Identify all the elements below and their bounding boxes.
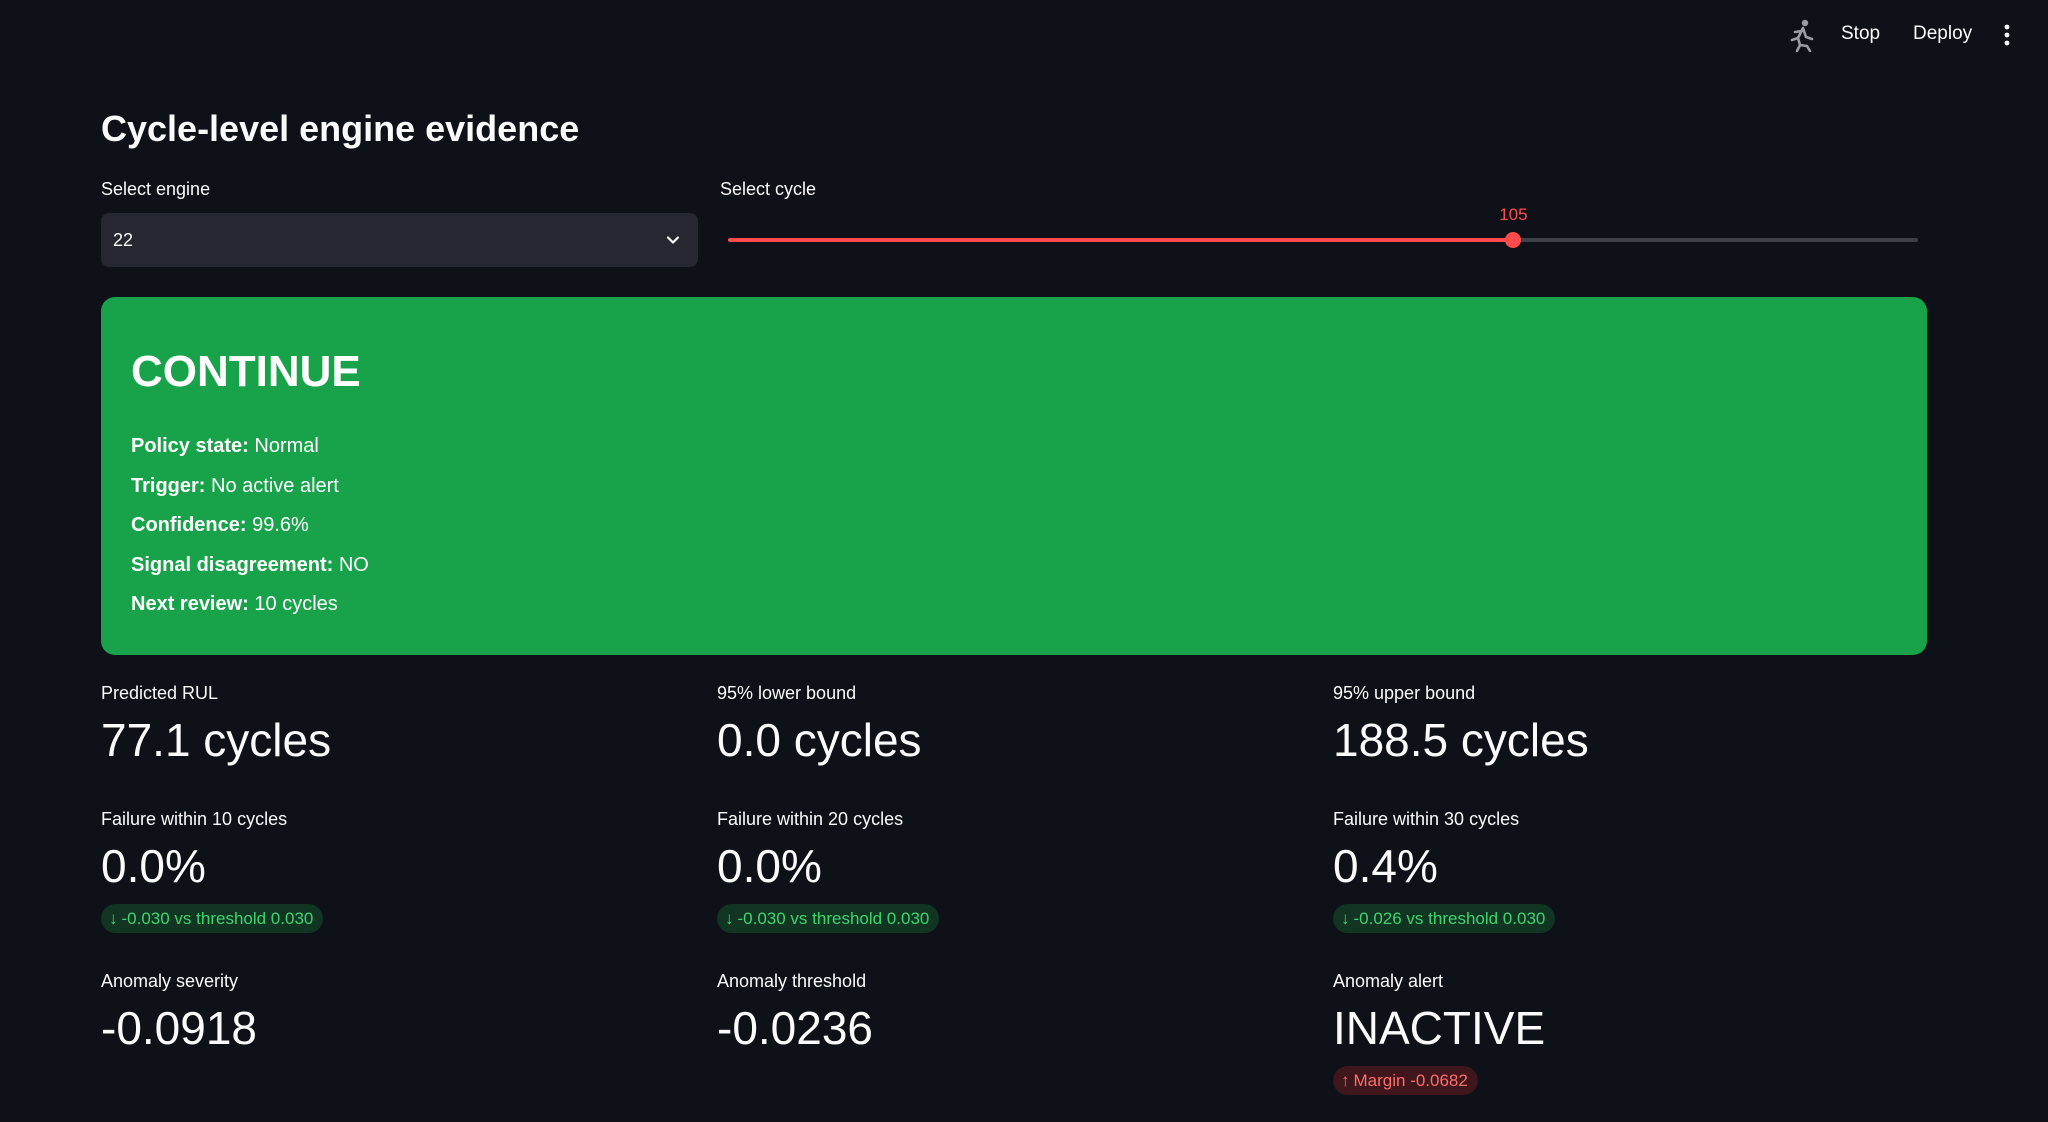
delta-badge: ↓ -0.026 vs threshold 0.030 <box>1333 904 1556 933</box>
confidence-row: Confidence: 99.6% <box>131 512 369 552</box>
slider-fill <box>728 238 1514 242</box>
deploy-button[interactable]: Deploy <box>1913 23 1973 44</box>
trigger-row: Trigger: No active alert <box>131 473 369 513</box>
slider-value: 105 <box>1499 205 1528 224</box>
delta-text: Margin -0.0682 <box>1353 1071 1468 1090</box>
row-label: Policy state: <box>131 435 249 457</box>
delta-badge: ↓ -0.030 vs threshold 0.030 <box>101 904 324 933</box>
metric-label: Failure within 30 cycles <box>1333 809 1520 829</box>
page-title: Cycle-level engine evidence <box>101 108 580 149</box>
delta-badge: ↓ -0.030 vs threshold 0.030 <box>717 904 940 933</box>
chevron-down-icon <box>666 236 680 244</box>
metric-label: Failure within 10 cycles <box>101 809 288 829</box>
metric-value: 0.0% <box>717 840 822 892</box>
arrow-down-icon: ↓ <box>109 909 118 928</box>
stop-button[interactable]: Stop <box>1841 23 1881 44</box>
metric-label: 95% lower bound <box>717 683 857 703</box>
metric-label: Anomaly alert <box>1333 971 1444 991</box>
running-man-icon <box>1790 19 1814 52</box>
metric-value: 77.1 cycles <box>101 714 332 766</box>
row-value: 99.6% <box>252 514 309 536</box>
row-value: Normal <box>254 435 319 457</box>
metric-value: 0.0% <box>101 840 206 892</box>
metric-value: -0.0236 <box>717 1002 874 1054</box>
metric-label: 95% upper bound <box>1333 683 1476 703</box>
arrow-down-icon: ↓ <box>725 909 734 928</box>
metric-failure-30: Failure within 30 cycles 0.4% ↓ -0.026 vs… <box>1333 806 1893 933</box>
row-value: 10 cycles <box>254 593 338 615</box>
delta-text: -0.026 vs threshold 0.030 <box>1353 909 1546 928</box>
cycle-slider[interactable]: 105 <box>728 200 1918 270</box>
delta-text: -0.030 vs threshold 0.030 <box>121 909 314 928</box>
metric-anomaly-severity: Anomaly severity -0.0918 <box>101 968 661 1056</box>
metric-upper-bound: 95% upper bound 188.5 cycles <box>1333 680 1893 768</box>
metric-label: Failure within 20 cycles <box>717 809 904 829</box>
decision-title: CONTINUE <box>131 347 361 396</box>
row-label: Signal disagreement: <box>131 553 334 576</box>
metric-value: -0.0918 <box>101 1002 258 1054</box>
metric-lower-bound: 95% lower bound 0.0 cycles <box>717 680 1277 768</box>
metric-label: Predicted RUL <box>101 683 219 703</box>
kebab-menu-icon[interactable] <box>1996 22 2018 48</box>
arrow-up-icon: ↑ <box>1341 1071 1350 1090</box>
row-label: Next review: <box>131 593 249 615</box>
engine-select-value: 22 <box>113 230 134 250</box>
decision-panel: CONTINUE Policy state: Normal Trigger: N… <box>101 297 1927 655</box>
metric-value: 0.0 cycles <box>717 714 922 766</box>
metric-failure-20: Failure within 20 cycles 0.0% ↓ -0.030 vs… <box>717 806 1277 933</box>
engine-select[interactable]: 22 <box>101 213 698 267</box>
arrow-down-icon: ↓ <box>1341 909 1350 928</box>
row-label: Trigger: <box>131 474 206 497</box>
slider-thumb[interactable] <box>1505 232 1522 248</box>
cycle-slider-label: Select cycle <box>720 179 817 199</box>
metric-anomaly-alert: Anomaly alert INACTIVE ↑ Margin -0.0682 <box>1333 968 1893 1095</box>
delta-text: -0.030 vs threshold 0.030 <box>737 909 930 928</box>
delta-badge: ↑ Margin -0.0682 <box>1333 1066 1478 1095</box>
metric-predicted-rul: Predicted RUL 77.1 cycles <box>101 680 661 768</box>
metric-label: Anomaly severity <box>101 971 239 991</box>
metric-value: INACTIVE <box>1333 1002 1546 1054</box>
engine-select-label: Select engine <box>101 179 211 199</box>
top-toolbar: Stop Deploy <box>0 0 2048 68</box>
metric-value: 188.5 cycles <box>1333 714 1589 766</box>
decision-details: Policy state: Normal Trigger: No active … <box>131 433 369 631</box>
next-review-row: Next review: 10 cycles <box>131 591 369 631</box>
row-value: NO <box>338 553 369 576</box>
metric-label: Anomaly threshold <box>717 971 867 991</box>
row-label: Confidence: <box>131 514 247 536</box>
metric-anomaly-threshold: Anomaly threshold -0.0236 <box>717 968 1277 1056</box>
metric-failure-10: Failure within 10 cycles 0.0% ↓ -0.030 vs… <box>101 806 661 933</box>
row-value: No active alert <box>211 474 339 497</box>
metric-value: 0.4% <box>1333 840 1438 892</box>
policy-state-row: Policy state: Normal <box>131 433 369 473</box>
signal-disagreement-row: Signal disagreement: NO <box>131 552 369 592</box>
